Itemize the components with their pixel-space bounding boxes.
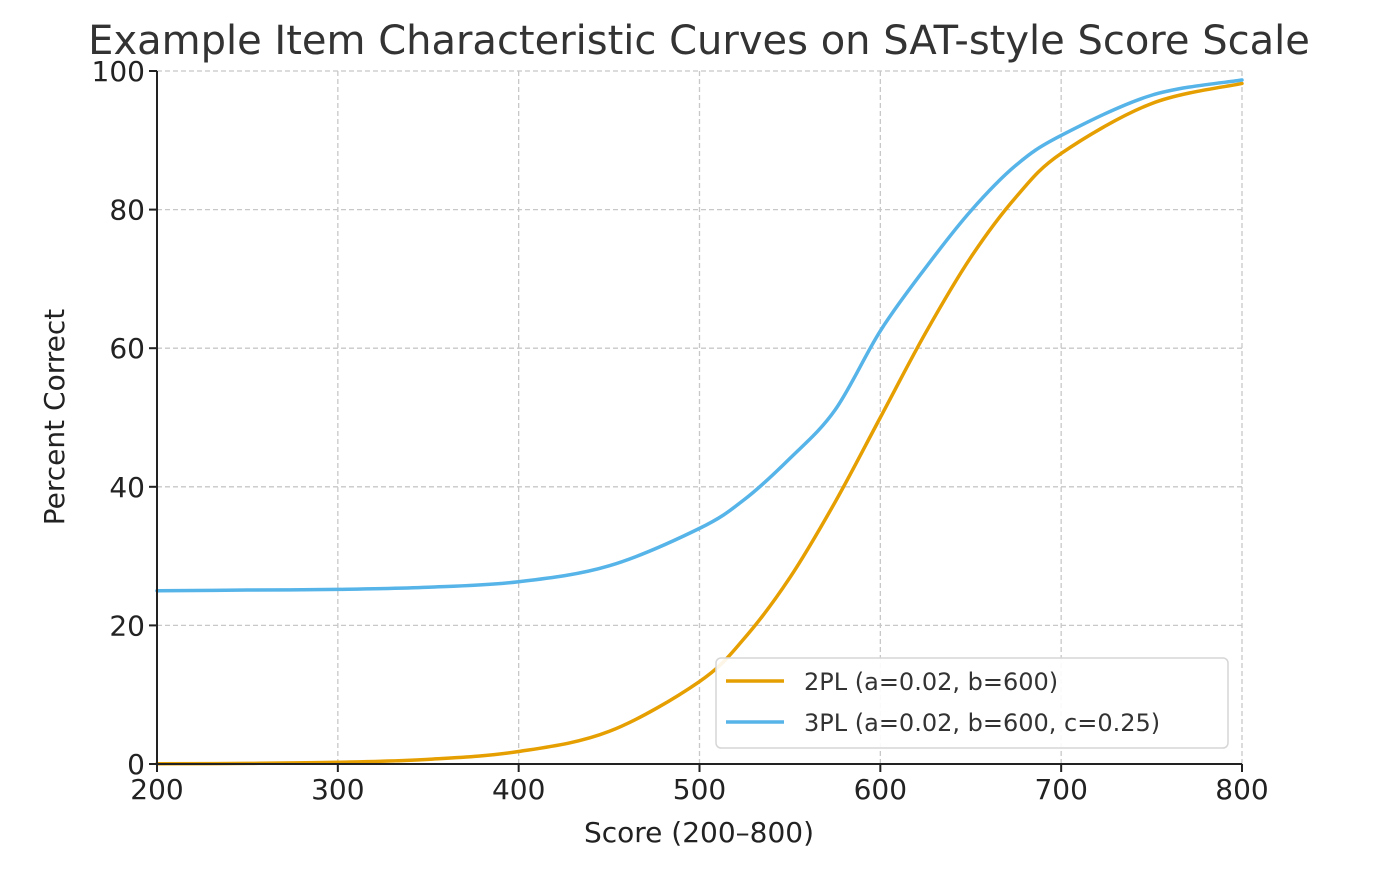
x-axis-label: Score (200–800) <box>584 816 814 849</box>
series-lines <box>155 78 1244 766</box>
y-tick-label: 100 <box>92 55 145 88</box>
axes <box>149 70 1243 772</box>
x-tick-label: 500 <box>673 773 726 806</box>
y-axis-label: Percent Correct <box>38 309 71 525</box>
x-tick-label: 800 <box>1215 773 1268 806</box>
series-line-3pl <box>155 78 1244 593</box>
y-tick-label: 40 <box>109 471 145 504</box>
y-tick-label: 0 <box>127 748 145 781</box>
tick-labels: 200 300 400 500 600 700 800 0 20 40 60 80 100 <box>92 55 1269 806</box>
x-tick-label: 300 <box>311 773 364 806</box>
legend-box <box>715 657 1229 749</box>
legend-label-2pl: 2PL (a=0.02, b=600) <box>804 668 1058 696</box>
x-tick-label: 600 <box>854 773 907 806</box>
y-tick-label: 80 <box>109 194 145 227</box>
y-tick-label: 60 <box>109 332 145 365</box>
series-line-2pl <box>155 81 1244 766</box>
chart-title: Example Item Characteristic Curves on SA… <box>88 18 1310 64</box>
y-tick-label: 20 <box>109 609 145 642</box>
x-tick-label: 200 <box>130 773 183 806</box>
legend: 2PL (a=0.02, b=600) 3PL (a=0.02, b=600, … <box>715 657 1229 749</box>
x-tick-label: 400 <box>492 773 545 806</box>
x-tick-label: 700 <box>1034 773 1087 806</box>
legend-label-3pl: 3PL (a=0.02, b=600, c=0.25) <box>804 709 1160 737</box>
